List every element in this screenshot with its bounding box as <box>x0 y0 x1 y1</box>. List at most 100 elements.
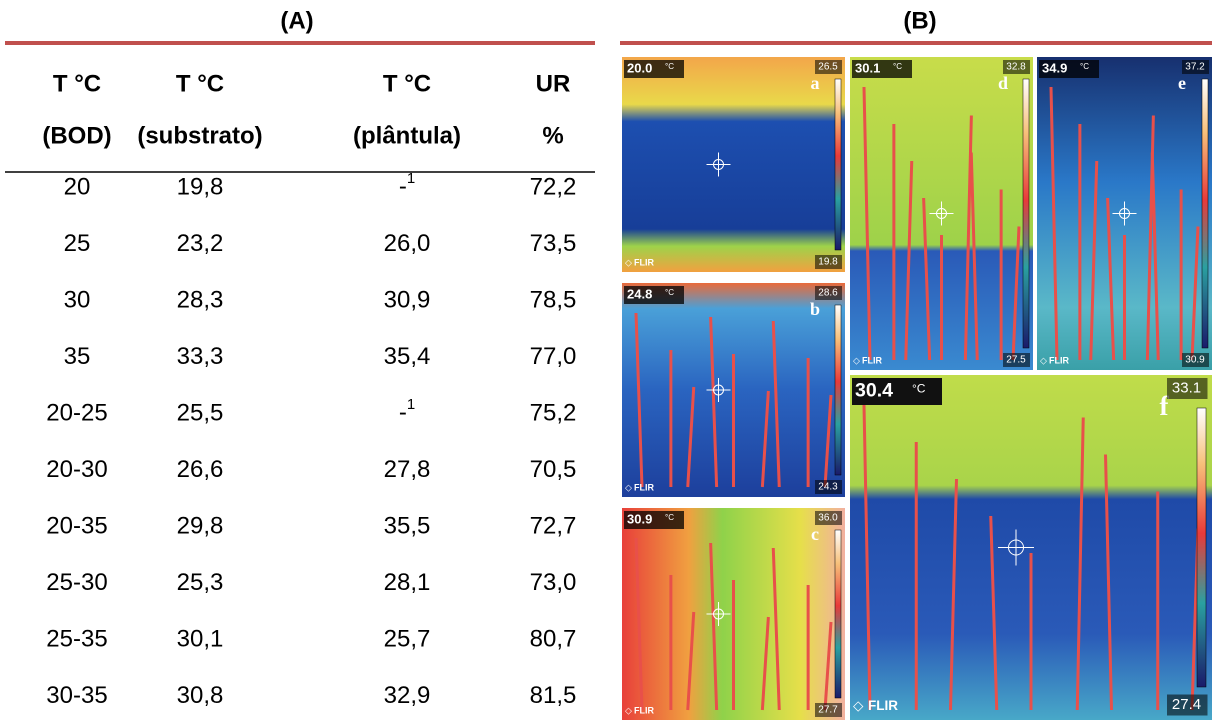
table-cell: -1 <box>399 170 415 200</box>
thermal-image: 30.9 °C c36.0 27.7 FLIR◇ <box>622 508 845 720</box>
table-cell: 33,3 <box>177 343 224 370</box>
spot-temp: 30.4 <box>855 380 893 402</box>
column-header: T °C <box>383 70 431 97</box>
thermal-image: 20.0 °C a26.5 19.8 FLIR◇ <box>622 57 845 272</box>
column-header: (substrato) <box>137 122 262 149</box>
table-cell: 25 <box>64 230 91 257</box>
seedling <box>771 547 781 711</box>
max-box <box>1182 60 1209 74</box>
rule <box>5 41 595 45</box>
seedling <box>709 542 719 711</box>
brand-icon: ◇ <box>1040 355 1047 365</box>
table-cell: 26,6 <box>177 456 224 483</box>
table-cell: 25-35 <box>46 625 107 652</box>
thermal-image: 34.9 °C e37.2 30.9 FLIR◇ <box>1037 57 1212 370</box>
temp-box <box>852 378 942 405</box>
seedling <box>922 197 932 361</box>
seedling <box>686 611 696 711</box>
seedling <box>949 478 958 711</box>
seedling <box>760 616 770 711</box>
table-cell: 35 <box>64 343 91 370</box>
brand: FLIR <box>634 705 654 715</box>
brand-icon: ◇ <box>625 705 632 715</box>
temp-box <box>624 511 684 529</box>
temp-box <box>852 60 912 78</box>
seedling <box>1190 226 1200 361</box>
seedling <box>1104 454 1113 711</box>
footnote-mark: 1 <box>407 396 415 413</box>
table-cell: 28,1 <box>384 569 431 596</box>
max-temp: 26.5 <box>818 62 838 73</box>
table-cell: 26,0 <box>384 230 431 257</box>
brand: FLIR <box>1049 355 1069 365</box>
table-cell: 19,8 <box>177 173 224 200</box>
column-header: (BOD) <box>42 122 111 149</box>
cell-text: - <box>399 399 407 426</box>
table-cell: 35,4 <box>384 343 431 370</box>
color-bar <box>834 529 842 699</box>
table-cell: 20-30 <box>46 456 107 483</box>
brand-icon: ◇ <box>625 482 632 492</box>
seedling <box>760 390 770 488</box>
brand: FLIR <box>862 355 882 365</box>
thermal-image: 30.4 °C f33.1 27.4 FLIR ◇ <box>850 375 1212 720</box>
table-cell: 30 <box>64 286 91 313</box>
min-temp: 19.8 <box>818 257 838 268</box>
crosshair <box>706 152 731 177</box>
seedling <box>862 86 872 361</box>
image-letter: a <box>811 73 820 93</box>
image-letter: f <box>1160 391 1170 421</box>
table-cell: 30,8 <box>177 682 224 709</box>
min-temp: 27.4 <box>1172 696 1201 713</box>
max-temp: 37.2 <box>1185 62 1205 73</box>
max-box <box>815 286 842 300</box>
image-letter: d <box>998 73 1008 93</box>
table: T °C (BOD) T °C (substrato) T °C (plântula) UR… <box>42 70 576 709</box>
color-bar <box>834 304 842 476</box>
temp-unit: °C <box>665 62 674 71</box>
spot-temp: 20.0 <box>627 60 652 75</box>
crosshair <box>1112 201 1137 226</box>
table-cell: 30-35 <box>46 682 107 709</box>
seedling <box>1011 226 1021 361</box>
seedling <box>771 320 781 488</box>
table-cell: 30,1 <box>177 625 224 652</box>
max-box <box>1003 60 1030 74</box>
table-cell: 27,8 <box>384 456 431 483</box>
table-cell: 28,3 <box>177 286 224 313</box>
color-bar <box>1201 78 1209 349</box>
image-letter: b <box>810 299 820 319</box>
table-cell: 35,5 <box>384 512 431 539</box>
min-box <box>815 255 842 269</box>
seedling <box>686 386 696 488</box>
brand-icon: ◇ <box>853 698 864 713</box>
thermal-image: 24.8 °C b28.6 24.3 FLIR◇ <box>622 283 845 497</box>
column-header: UR <box>536 70 571 97</box>
column-header: T °C <box>53 70 101 97</box>
crosshair <box>998 529 1034 566</box>
table-cell: 72,2 <box>530 173 577 200</box>
table-cell: 20 <box>64 173 91 200</box>
column-header: T °C <box>176 70 224 97</box>
color-bar <box>834 78 842 251</box>
table-cell: 25-30 <box>46 569 107 596</box>
brand: FLIR <box>868 698 898 713</box>
spot-temp: 24.8 <box>627 286 652 301</box>
temp-unit: °C <box>665 513 674 522</box>
panel-label: (B) <box>903 7 936 34</box>
seedling <box>1150 152 1160 361</box>
seedling <box>1106 197 1116 361</box>
min-box <box>1182 353 1209 367</box>
max-temp: 28.6 <box>818 288 838 299</box>
table-cell: 23,2 <box>177 230 224 257</box>
seedling <box>634 312 644 488</box>
min-temp: 30.9 <box>1185 355 1205 366</box>
thermal-image: 30.1 °C d32.8 27.5 FLIR◇ <box>850 57 1033 370</box>
max-temp: 36.0 <box>818 513 838 524</box>
image-letter: c <box>811 524 819 544</box>
crosshair <box>929 201 954 226</box>
max-temp: 32.8 <box>1006 62 1026 73</box>
max-box <box>815 511 842 525</box>
brand-icon: ◇ <box>625 257 632 267</box>
